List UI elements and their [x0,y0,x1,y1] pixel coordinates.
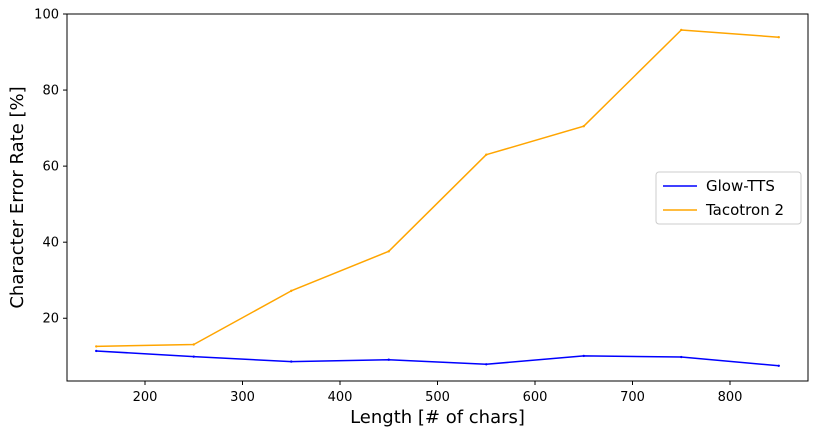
data-point-tacotron-2 [95,345,98,348]
x-axis-label: Length [# of chars] [350,407,525,428]
legend-label-tacotron-2: Tacotron 2 [705,201,784,219]
data-point-tacotron-2 [485,153,488,156]
data-point-glow-tts [582,354,585,358]
data-point-tacotron-2 [387,250,390,253]
x-tick-label: 600 [523,390,548,405]
y-tick-label: 60 [42,160,59,175]
legend-label-glow-tts: Glow-TTS [706,177,775,195]
legend: Glow-TTS Tacotron 2 [655,171,802,225]
x-tick-label: 200 [133,390,158,405]
legend-box [655,171,802,225]
y-axis-label: Character Error Rate [%] [7,86,28,308]
data-point-tacotron-2 [680,28,683,32]
x-tick-label: 300 [230,390,255,405]
y-tick-label: 80 [42,84,59,99]
y-axis: 20 40 60 80 100 [34,8,67,327]
x-tick-label: 500 [425,390,450,405]
series-line-tacotron-2 [96,29,779,348]
x-axis: 200 300 400 500 600 700 800 [133,381,743,405]
y-tick-label: 100 [34,8,59,23]
y-tick-label: 40 [42,236,59,251]
chart-marks [95,28,780,367]
data-point-glow-tts [777,364,780,367]
data-point-glow-tts [95,349,98,353]
x-tick-label: 800 [718,390,743,405]
data-point-glow-tts [192,355,195,358]
data-point-tacotron-2 [777,35,780,39]
data-point-glow-tts [290,360,293,363]
x-tick-label: 400 [328,390,353,405]
x-tick-label: 700 [620,390,645,405]
data-point-tacotron-2 [192,343,195,346]
data-point-tacotron-2 [290,289,293,293]
data-point-tacotron-2 [582,124,585,128]
data-point-glow-tts [485,363,488,366]
series-line-glow-tts [96,350,779,367]
data-point-glow-tts [680,355,683,359]
y-tick-label: 20 [42,312,59,327]
data-point-glow-tts [387,358,390,361]
